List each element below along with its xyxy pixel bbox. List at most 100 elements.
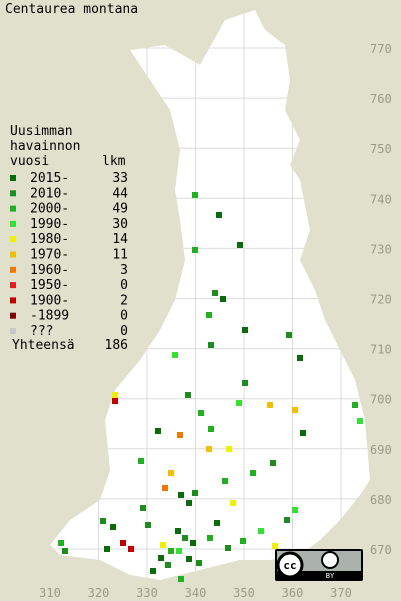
observation [168, 470, 174, 476]
legend-count: 14 [112, 232, 128, 247]
observation [258, 528, 264, 534]
legend-swatch [10, 236, 16, 243]
x-label: 360 [282, 586, 304, 600]
y-label: 720 [370, 293, 392, 307]
observation [225, 545, 231, 551]
legend-count-heading: lkm [102, 154, 126, 169]
legend-count: 0 [120, 278, 128, 293]
observation [112, 398, 118, 404]
legend-heading: vuosi [10, 154, 49, 169]
observation [128, 546, 134, 552]
y-label: 670 [370, 543, 392, 557]
observation [206, 312, 212, 318]
observation [196, 560, 202, 566]
y-label: 770 [370, 42, 392, 56]
observation [292, 407, 298, 413]
observation [208, 426, 214, 432]
observation [172, 352, 178, 358]
legend-count: 2 [120, 293, 128, 308]
legend-swatch [10, 312, 16, 319]
legend-swatch [10, 175, 16, 181]
observation [206, 446, 212, 452]
legend-swatch [10, 297, 16, 304]
license-badge: cc BY [275, 549, 363, 581]
observation [177, 432, 183, 438]
legend-label: 1900- [30, 293, 69, 308]
legend-swatch [10, 190, 16, 197]
observation [182, 535, 188, 541]
axis-labels: 310 320 330 340 350 360 3707707607507407307207… [39, 42, 392, 600]
observation [175, 528, 181, 534]
observation [198, 410, 204, 416]
legend-heading: Uusimman [10, 124, 73, 139]
observation [230, 500, 236, 506]
legend-label: 2015- [30, 171, 69, 186]
legend-count: 30 [112, 217, 128, 232]
observation [242, 327, 248, 333]
observation [222, 478, 228, 484]
y-label: 700 [370, 393, 392, 407]
legend-count: 0 [120, 324, 128, 339]
legend-count: 33 [112, 171, 128, 186]
legend-count: 44 [112, 186, 128, 201]
observation [286, 332, 292, 338]
y-label: 690 [370, 443, 392, 457]
x-label: 320 [88, 586, 110, 600]
observation [178, 492, 184, 498]
legend-label: 2010- [30, 186, 69, 201]
x-label: 340 [185, 586, 207, 600]
observation [186, 556, 192, 562]
total-count: 186 [105, 338, 128, 353]
x-label: 330 [136, 586, 158, 600]
cc-text: cc [283, 559, 296, 572]
legend-swatch [10, 266, 16, 273]
y-label: 710 [370, 343, 392, 357]
observation [168, 548, 174, 554]
observation [220, 296, 226, 302]
observation [110, 524, 116, 530]
y-label: 740 [370, 192, 392, 206]
observation [120, 540, 126, 546]
legend-swatch [10, 205, 16, 212]
x-label: 350 [233, 586, 255, 600]
total-label: Yhteensä [12, 338, 75, 353]
legend-count: 11 [112, 248, 128, 263]
y-label: 760 [370, 92, 392, 106]
observation [237, 242, 243, 248]
observation [190, 540, 196, 546]
observation [158, 555, 164, 561]
observation [214, 520, 220, 526]
legend-swatch [10, 251, 16, 258]
legend-count: 0 [120, 309, 128, 324]
observation [58, 540, 64, 546]
observation [292, 507, 298, 513]
legend-heading: havainnon [10, 139, 80, 154]
observation [176, 548, 182, 554]
legend-label: -1899 [30, 309, 69, 324]
observation [162, 485, 168, 491]
legend-label: 1960- [30, 263, 69, 278]
observation [140, 505, 146, 511]
x-label: 310 [39, 586, 61, 600]
observation [192, 490, 198, 496]
observation [160, 542, 166, 548]
observation [192, 192, 198, 198]
legend-count: 3 [120, 263, 128, 278]
legend-count: 49 [112, 202, 128, 217]
observation [150, 568, 156, 574]
observation [178, 576, 184, 582]
observation [270, 460, 276, 466]
legend-label: 2000- [30, 202, 69, 217]
legend-label: ??? [30, 324, 53, 339]
legend-label: 1970- [30, 248, 69, 263]
observation [138, 458, 144, 464]
observation [240, 538, 246, 544]
legend-label: 1950- [30, 278, 69, 293]
observation [186, 500, 192, 506]
observation [300, 430, 306, 436]
observation [236, 400, 242, 406]
observation [192, 247, 198, 253]
observation [242, 380, 248, 386]
